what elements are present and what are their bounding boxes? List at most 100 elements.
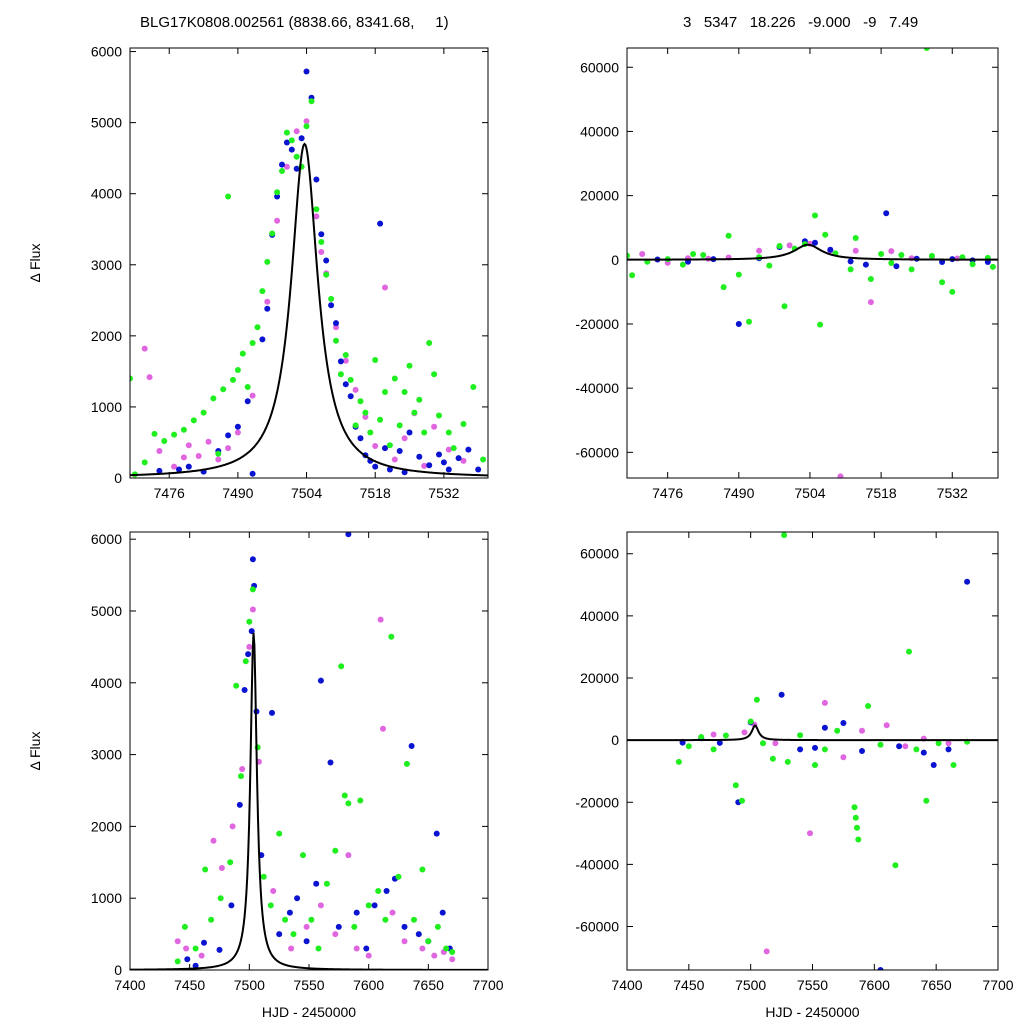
data-point-magenta — [156, 448, 163, 454]
data-point-magenta — [401, 435, 408, 442]
data-point-blue — [821, 724, 828, 731]
data-point-blue — [877, 967, 884, 970]
data-point-green — [190, 417, 197, 424]
data-point-green — [396, 422, 403, 429]
data-point-blue — [323, 257, 330, 264]
data-point-blue — [283, 139, 290, 146]
data-points — [675, 532, 971, 970]
data-point-green — [710, 746, 717, 753]
data-point-green — [747, 718, 754, 725]
data-point-green — [812, 212, 818, 219]
data-point-magenta — [852, 247, 859, 254]
data-point-green — [416, 396, 423, 403]
data-point-green — [679, 261, 686, 268]
y-tick-label: 0 — [611, 732, 619, 748]
data-point-blue — [333, 320, 339, 327]
data-point-magenta — [352, 386, 359, 393]
data-point-green — [372, 357, 379, 363]
chart-panel-top-right: 7476 7490 7504 7518 7532 -60000 -40000 -20000 0 2… — [575, 47, 999, 501]
data-point-magenta — [419, 945, 426, 952]
data-point-green — [333, 337, 339, 344]
data-point-green — [892, 862, 899, 869]
data-point-green — [274, 189, 281, 196]
data-point-green — [480, 456, 487, 463]
x-axis-label: HJD - 2450000 — [765, 1004, 859, 1020]
data-point-blue — [286, 909, 293, 916]
data-point-magenta — [313, 213, 320, 220]
data-point-green — [834, 727, 841, 734]
data-point-magenta — [303, 118, 310, 125]
data-point-green — [949, 288, 956, 295]
data-point-blue — [184, 956, 191, 963]
x-tick-label: 7600 — [859, 977, 890, 993]
data-point-green — [434, 923, 441, 930]
data-point-green — [781, 303, 788, 310]
model-curve — [627, 243, 998, 261]
data-point-green — [450, 445, 457, 452]
y-tick-label: 3000 — [91, 747, 122, 763]
data-point-green — [935, 740, 942, 747]
data-point-magenta — [772, 740, 779, 747]
data-point-blue — [377, 220, 384, 227]
data-point-blue — [416, 453, 423, 460]
data-point-green — [347, 376, 354, 383]
data-point-blue — [156, 467, 163, 474]
data-point-green — [470, 384, 477, 390]
x-tick-label: 7700 — [982, 977, 1013, 993]
data-point-green — [720, 284, 727, 291]
model-curve — [627, 724, 998, 742]
data-point-magenta — [342, 357, 349, 364]
data-point-green — [817, 321, 824, 328]
data-point-green — [419, 866, 426, 873]
data-point-green — [264, 258, 271, 265]
x-tick-label: 7490 — [222, 485, 253, 501]
data-point-magenta — [229, 823, 236, 830]
data-point-green — [365, 902, 372, 909]
data-point-magenta — [264, 298, 271, 305]
data-point-magenta — [837, 473, 844, 478]
chart-title-left: BLG17K0808.002561 (8838.66, 8341.68, 1) — [140, 14, 449, 31]
data-point-magenta — [431, 952, 438, 959]
data-point-green — [332, 847, 339, 854]
data-point-green — [249, 340, 256, 346]
data-point-green — [279, 168, 285, 174]
data-point-green — [812, 762, 818, 768]
data-point-green — [338, 663, 345, 670]
data-point-green — [293, 153, 300, 160]
data-point-blue — [357, 435, 364, 442]
data-point-magenta — [362, 413, 369, 420]
data-point-green — [244, 384, 251, 390]
data-point-magenta — [249, 606, 256, 613]
data-point-magenta — [205, 438, 212, 445]
y-tick-label: 6000 — [91, 44, 122, 60]
data-point-green — [151, 430, 158, 437]
data-point-green — [867, 276, 874, 282]
data-point-green — [130, 375, 133, 382]
data-point-green — [627, 252, 630, 259]
data-point-blue — [264, 305, 271, 312]
data-point-blue — [216, 946, 223, 953]
data-point-green — [401, 389, 408, 395]
data-point-green — [303, 123, 310, 130]
data-point-green — [411, 409, 418, 416]
data-point-magenta — [902, 743, 909, 750]
data-point-magenta — [888, 248, 895, 255]
data-point-blue — [294, 895, 301, 902]
data-point-green — [227, 859, 234, 866]
data-point-blue — [679, 739, 686, 746]
data-point-blue — [201, 939, 207, 946]
data-point-magenta — [421, 462, 428, 469]
data-point-green — [784, 758, 791, 765]
data-point-magenta — [239, 766, 246, 772]
y-tick-label: -40000 — [575, 856, 619, 872]
data-point-magenta — [867, 299, 874, 306]
data-point-blue — [176, 466, 182, 473]
plot-frame — [129, 531, 489, 971]
data-point-green — [852, 814, 859, 821]
data-points — [627, 48, 996, 478]
data-point-blue — [883, 210, 890, 217]
data-point-blue — [401, 923, 408, 930]
data-point-blue — [279, 161, 285, 168]
data-point-green — [797, 732, 804, 739]
data-point-blue — [386, 466, 393, 473]
